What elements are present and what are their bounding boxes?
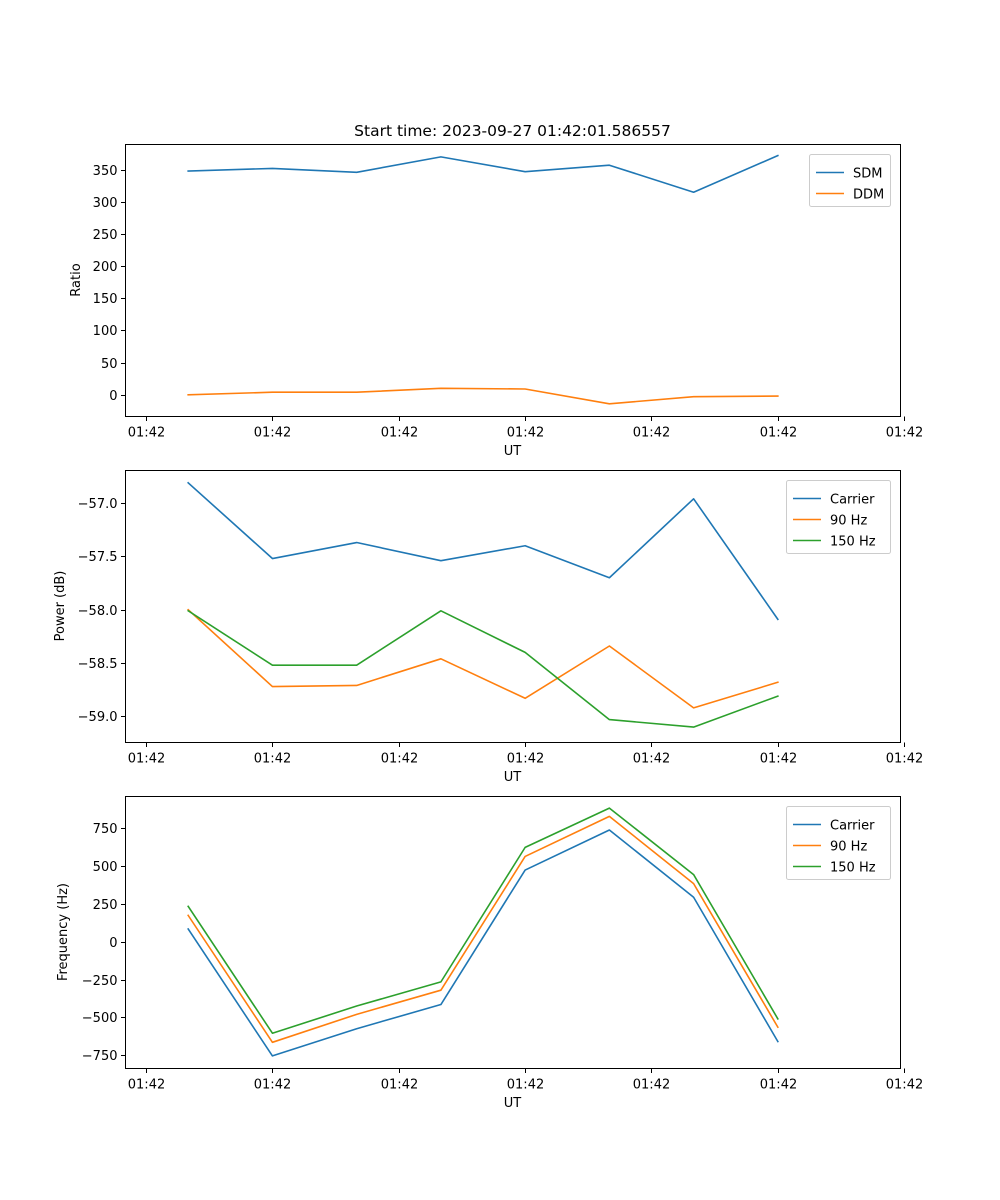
ratio-x-axis-label: UT bbox=[504, 444, 522, 459]
power-x-tick-label: 01:42 bbox=[128, 752, 165, 767]
frequency-legend-label: Carrier bbox=[830, 819, 875, 834]
ratio-y-tick-label: 150 bbox=[93, 292, 118, 307]
figure-title: Start time: 2023-09-27 01:42:01.586557 bbox=[354, 122, 671, 140]
ratio-y-tick-label: 200 bbox=[93, 260, 118, 275]
ratio-y-axis-label: Ratio bbox=[69, 263, 84, 296]
ratio-legend: SDM DDM bbox=[809, 154, 891, 207]
ratio-y-tick-label: 50 bbox=[101, 357, 118, 372]
power-subplot: 01:42 01:42 01:42 01:42 01:42 01:42 01:42 −57.0… bbox=[53, 470, 923, 785]
ratio-x-tick-label: 01:42 bbox=[128, 426, 165, 441]
ratio-y-tick-label: 300 bbox=[93, 196, 118, 211]
ratio-x-tick-label: 01:42 bbox=[507, 426, 544, 441]
power-legend: Carrier 90 Hz 150 Hz bbox=[786, 480, 891, 554]
power-x-tick-label: 01:42 bbox=[633, 752, 670, 767]
power-legend-label: 90 Hz bbox=[830, 514, 867, 529]
frequency-y-tick-label: 750 bbox=[93, 822, 118, 837]
frequency-y-tick-label: −750 bbox=[82, 1049, 118, 1064]
power-series-line-carrier bbox=[187, 481, 779, 621]
power-legend-label: 150 Hz bbox=[830, 535, 876, 550]
power-x-tick-label: 01:42 bbox=[507, 752, 544, 767]
frequency-y-tick-label: 250 bbox=[93, 898, 118, 913]
power-y-tick-label: −58.0 bbox=[78, 604, 118, 619]
frequency-y-axis-label: Frequency (Hz) bbox=[56, 883, 71, 981]
power-legend-label: Carrier bbox=[830, 493, 875, 508]
power-y-tick-label: −58.5 bbox=[78, 657, 118, 672]
power-y-tick-label: −59.0 bbox=[78, 710, 118, 725]
ratio-series-line-sdm bbox=[187, 154, 779, 194]
frequency-legend-label: 150 Hz bbox=[830, 861, 876, 876]
frequency-y-tick-label: −500 bbox=[82, 1011, 118, 1026]
frequency-series-line-150-hz bbox=[187, 807, 779, 1035]
frequency-y-tick-label: 0 bbox=[109, 936, 117, 951]
ratio-legend-label: DDM bbox=[853, 188, 884, 203]
power-x-tick-label: 01:42 bbox=[381, 752, 418, 767]
frequency-y-tick-label: 500 bbox=[93, 860, 118, 875]
ratio-axes-frame bbox=[125, 144, 901, 417]
ratio-x-tick-label: 01:42 bbox=[254, 426, 291, 441]
power-x-tick-label: 01:42 bbox=[760, 752, 797, 767]
ratio-x-tick-label: 01:42 bbox=[633, 426, 670, 441]
ratio-legend-label: SDM bbox=[853, 167, 882, 182]
ratio-x-tick-label: 01:42 bbox=[381, 426, 418, 441]
frequency-x-tick-label: 01:42 bbox=[381, 1078, 418, 1093]
frequency-x-axis-label: UT bbox=[504, 1096, 522, 1111]
power-y-axis-label: Power (dB) bbox=[53, 571, 68, 642]
frequency-y-tick-label: −250 bbox=[82, 974, 118, 989]
frequency-x-tick-label: 01:42 bbox=[507, 1078, 544, 1093]
frequency-subplot: 01:42 01:42 01:42 01:42 01:42 01:42 01:42 750 50… bbox=[56, 796, 923, 1111]
power-series-line-150-hz bbox=[187, 609, 779, 728]
frequency-series-line-carrier bbox=[187, 829, 779, 1057]
power-x-tick-label: 01:42 bbox=[254, 752, 291, 767]
power-axes-frame bbox=[125, 470, 901, 743]
ratio-y-tick-label: 100 bbox=[93, 324, 118, 339]
frequency-x-tick-label: 01:42 bbox=[760, 1078, 797, 1093]
ratio-series-line-ddm bbox=[187, 387, 779, 405]
power-series-line-90-hz bbox=[187, 608, 779, 709]
frequency-axes-frame bbox=[125, 796, 901, 1069]
power-x-axis-label: UT bbox=[504, 770, 522, 785]
ratio-y-tick-label: 350 bbox=[93, 164, 118, 179]
ratio-x-tick-label: 01:42 bbox=[760, 426, 797, 441]
frequency-x-tick-label: 01:42 bbox=[128, 1078, 165, 1093]
ratio-y-tick-label: 0 bbox=[109, 389, 117, 404]
ratio-y-tick-label: 250 bbox=[93, 228, 118, 243]
power-y-tick-label: −57.0 bbox=[78, 497, 118, 512]
power-x-tick-label: 01:42 bbox=[886, 752, 923, 767]
ratio-subplot: 01:42 01:42 01:42 01:42 01:42 01:42 01:42 0 50 10… bbox=[69, 144, 923, 459]
frequency-x-tick-label: 01:42 bbox=[633, 1078, 670, 1093]
power-y-tick-label: −57.5 bbox=[78, 550, 118, 565]
frequency-x-tick-label: 01:42 bbox=[254, 1078, 291, 1093]
frequency-legend: Carrier 90 Hz 150 Hz bbox=[786, 806, 891, 880]
ratio-x-tick-label: 01:42 bbox=[886, 426, 923, 441]
frequency-series-line-90-hz bbox=[187, 815, 779, 1044]
frequency-legend-label: 90 Hz bbox=[830, 840, 867, 855]
frequency-x-tick-label: 01:42 bbox=[886, 1078, 923, 1093]
